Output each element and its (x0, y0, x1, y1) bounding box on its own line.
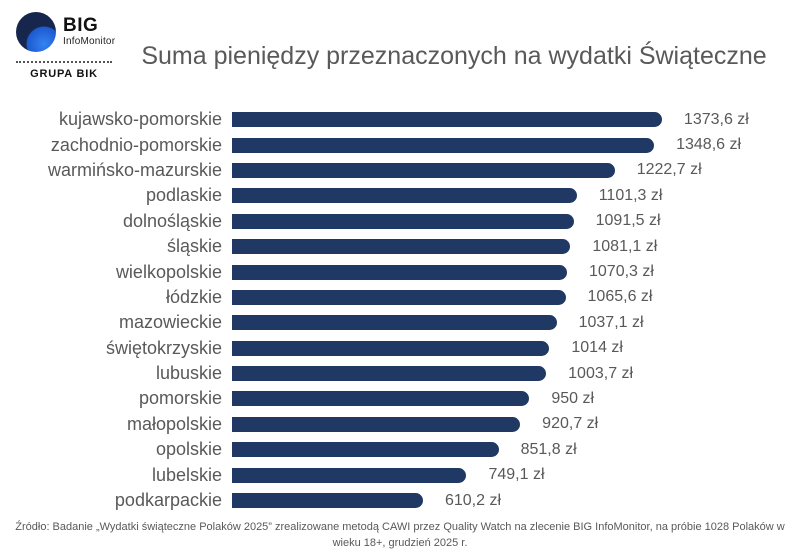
bar (232, 112, 662, 128)
bar-row: śląskie 1081,1 zł (0, 234, 800, 259)
category-label: podkarpackie (114, 490, 222, 511)
category-label: śląskie (166, 236, 222, 257)
logo-globe-icon (16, 12, 56, 52)
bar (232, 467, 467, 483)
value-label: 1222,7 zł (636, 161, 702, 179)
bar-row: mazowieckie 1037,1 zł (0, 310, 800, 335)
bar-row: lubelskie 749,1 zł (0, 462, 800, 487)
bar-row: warmińsko-mazurskie 1222,7 zł (0, 158, 800, 183)
bar (232, 213, 574, 229)
bar (232, 340, 550, 356)
value-label: 1065,6 zł (587, 288, 653, 306)
bar (232, 442, 499, 458)
bar-row: kujawsko-pomorskie 1373,6 zł (0, 107, 800, 132)
category-label: warmińsko-mazurskie (47, 159, 222, 180)
value-label: 1101,3 zł (598, 186, 663, 204)
bar (232, 188, 577, 204)
value-label: 1037,1 zł (578, 313, 644, 331)
bar-row: zachodnio-pomorskie 1348,6 zł (0, 132, 800, 157)
category-label: świętokrzyskie (105, 337, 222, 358)
logo-brand: BIG (63, 15, 99, 36)
value-label: 1070,3 zł (589, 263, 654, 281)
bar-row: małopolskie 920,7 zł (0, 412, 800, 437)
logo-top: BIG InfoMonitor (16, 12, 126, 52)
bar-row: wielkopolskie 1070,3 zł (0, 259, 800, 284)
category-label: podlaskie (145, 185, 222, 206)
bar-row: podlaskie 1101,3 zł (0, 183, 800, 208)
category-label: lubelskie (151, 464, 222, 485)
value-label: 1348,6 zł (676, 136, 742, 154)
value-label: 1081,1 zł (592, 237, 658, 255)
big-infomonitor-logo: BIG InfoMonitor GRUPA BIK (16, 12, 126, 80)
bar (232, 137, 655, 153)
category-label: łódzkie (165, 286, 222, 307)
logo-sub-brand: InfoMonitor (63, 35, 116, 47)
bar (232, 315, 557, 331)
value-label: 950 zł (551, 389, 595, 407)
bar (232, 493, 423, 509)
bar (232, 366, 547, 382)
bar (232, 162, 615, 178)
bar-row: dolnośląskie 1091,5 zł (0, 209, 800, 234)
bar (232, 239, 571, 255)
bar (232, 391, 530, 407)
bar-row: podkarpackie 610,2 zł (0, 488, 800, 513)
value-label: 1091,5 zł (595, 212, 661, 230)
value-label: 610,2 zł (444, 491, 502, 509)
category-label: dolnośląskie (122, 210, 222, 231)
value-label: 920,7 zł (542, 415, 599, 433)
category-label: lubuskie (155, 363, 222, 384)
category-label: małopolskie (126, 413, 222, 434)
bar-row: łódzkie 1065,6 zł (0, 285, 800, 310)
category-label: opolskie (155, 439, 222, 460)
source-note: Źródło: Badanie „Wydatki świąteczne Pola… (15, 521, 785, 550)
category-label: mazowieckie (118, 312, 222, 333)
category-label: wielkopolskie (115, 261, 222, 282)
category-label: zachodnio-pomorskie (50, 134, 222, 155)
value-label: 851,8 zł (520, 440, 577, 458)
bar (232, 416, 521, 432)
logo-dotted-divider (16, 61, 112, 63)
logo-text: BIG InfoMonitor (63, 12, 115, 47)
bar-row: pomorskie 950 zł (0, 386, 800, 411)
value-label: 1373,6 zł (683, 110, 749, 128)
category-label: pomorskie (138, 388, 222, 409)
logo-group-label: GRUPA BIK (30, 68, 98, 80)
value-label: 1003,7 zł (568, 364, 634, 382)
chart-title: Suma pieniędzy przeznaczonych na wydatki… (141, 42, 767, 70)
value-label: 749,1 zł (488, 466, 545, 484)
category-label: kujawsko-pomorskie (58, 109, 222, 130)
bar-row: opolskie 851,8 zł (0, 437, 800, 462)
bar (232, 289, 566, 305)
value-label: 1014 zł (571, 339, 623, 357)
bar-row: świętokrzyskie 1014 zł (0, 336, 800, 361)
bar (232, 264, 567, 280)
bar-row: lubuskie 1003,7 zł (0, 361, 800, 386)
footer: Źródło: Badanie „Wydatki świąteczne Pola… (0, 520, 800, 552)
bar-rows: kujawsko-pomorskie 1373,6 zł zachodnio-pom… (0, 107, 800, 513)
